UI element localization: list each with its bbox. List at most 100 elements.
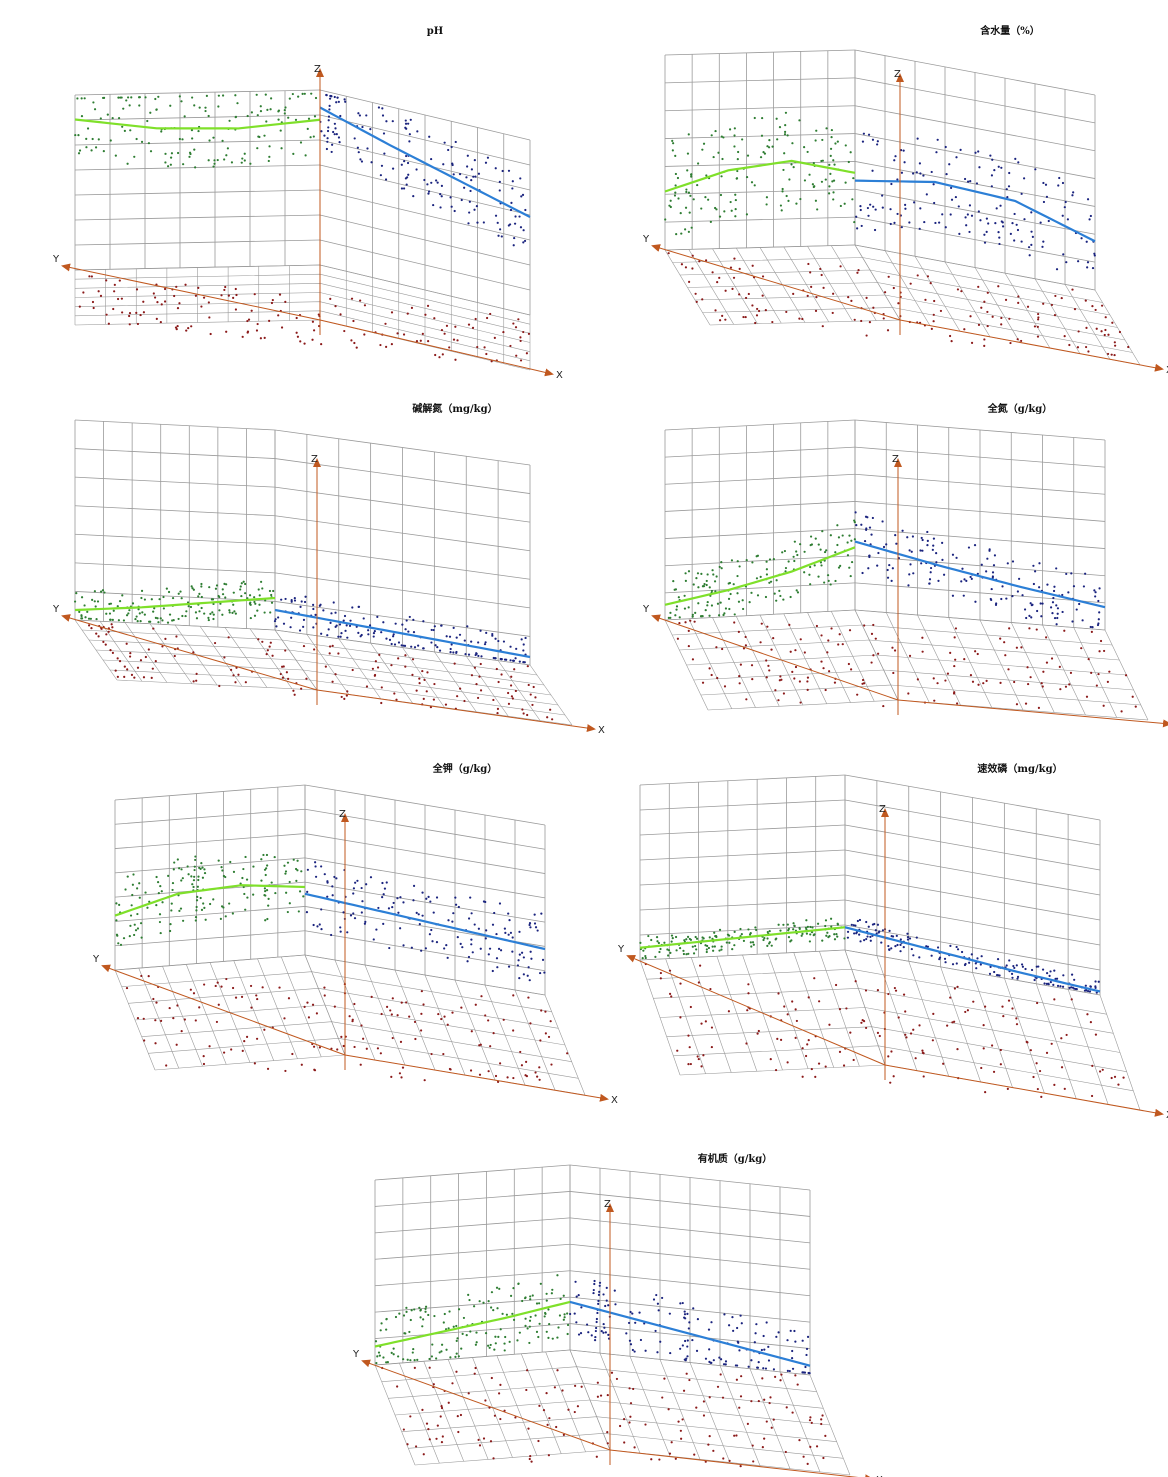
xy-point xyxy=(514,689,517,693)
xy-point xyxy=(806,294,809,297)
xy-point xyxy=(878,1034,881,1038)
xz-point xyxy=(305,910,309,914)
xy-point xyxy=(785,1406,788,1409)
yz-point xyxy=(674,191,677,194)
yz-point xyxy=(806,150,809,154)
yz-point xyxy=(809,535,813,538)
xz-point xyxy=(763,1348,766,1351)
xy-point xyxy=(421,1408,424,1411)
xz-point xyxy=(870,533,873,536)
xz-point xyxy=(422,647,425,650)
xz-point xyxy=(631,1312,634,1315)
yz-point xyxy=(192,588,195,591)
xz-point xyxy=(933,201,936,205)
xz-point xyxy=(968,204,972,207)
xz-point xyxy=(518,660,521,663)
yz-point xyxy=(759,156,763,159)
yz-point xyxy=(154,97,157,101)
yz-point xyxy=(723,612,726,615)
xz-point xyxy=(1052,596,1055,600)
xz-point xyxy=(962,594,965,597)
xz-point xyxy=(434,644,437,647)
yz-point xyxy=(134,617,137,621)
yz-point xyxy=(670,934,674,937)
yz-point xyxy=(424,1305,428,1308)
yz-point xyxy=(80,596,84,599)
xz-point xyxy=(1055,604,1058,607)
xy-point xyxy=(833,681,837,684)
xy-point xyxy=(376,666,380,669)
yz-point xyxy=(765,560,768,563)
yz-point xyxy=(111,116,114,120)
yz-point xyxy=(538,1302,541,1305)
xz-point xyxy=(692,1307,695,1310)
xy-point xyxy=(807,1039,810,1042)
xy-point xyxy=(202,296,206,299)
xz-point xyxy=(1049,981,1052,984)
xz-point xyxy=(1089,625,1092,629)
xz-point xyxy=(854,924,857,927)
xz-point xyxy=(415,168,418,171)
xy-point xyxy=(92,306,95,310)
z-axis-label: Z xyxy=(339,809,346,820)
yz-point xyxy=(733,127,736,130)
y-axis-label: Y xyxy=(617,944,625,955)
xz-point xyxy=(502,640,506,643)
xz-point xyxy=(326,880,329,883)
xy-point xyxy=(785,310,788,314)
xy-point xyxy=(271,654,274,657)
yz-point xyxy=(722,613,725,617)
yz-point xyxy=(284,870,288,873)
xz-point xyxy=(683,1310,686,1313)
xy-point xyxy=(350,297,354,300)
xy-point xyxy=(982,1024,985,1027)
yz-point xyxy=(783,549,787,553)
xy-point xyxy=(765,1420,768,1423)
yz-point xyxy=(187,605,190,608)
xy-point xyxy=(527,1427,530,1430)
yz-point xyxy=(765,196,769,199)
xy-point xyxy=(440,1405,443,1408)
yz-point xyxy=(701,148,704,151)
xz-point xyxy=(965,579,968,583)
xy-point xyxy=(1127,345,1130,349)
xz-point xyxy=(1056,612,1059,615)
xy-point xyxy=(445,324,449,327)
xz-point xyxy=(413,646,417,649)
yz-point xyxy=(430,1355,434,1358)
xz-point xyxy=(683,1358,686,1361)
xy-point xyxy=(340,695,343,699)
xy-point xyxy=(433,682,436,686)
xy-point xyxy=(415,339,419,343)
xy-point xyxy=(576,1405,580,1408)
yz-point xyxy=(133,155,136,158)
xz-point xyxy=(938,221,941,224)
xz-point xyxy=(482,221,485,224)
yz-point xyxy=(686,935,690,938)
xy-point xyxy=(192,992,196,995)
xz-point xyxy=(1077,260,1080,263)
xz-point xyxy=(508,919,511,922)
yz-point xyxy=(191,137,194,140)
xz-point xyxy=(443,947,446,950)
xy-point xyxy=(525,352,528,355)
xz-point xyxy=(654,1329,657,1333)
xy-point xyxy=(514,1416,517,1419)
xy-point xyxy=(966,1009,969,1012)
yz-point xyxy=(504,1335,507,1339)
yz-point xyxy=(830,925,833,928)
xy-point xyxy=(311,1003,315,1006)
xy-point xyxy=(548,1417,551,1420)
xy-point xyxy=(857,268,860,272)
yz-point xyxy=(180,868,183,871)
yz-point xyxy=(691,615,694,618)
xy-point xyxy=(203,983,206,986)
xz-point xyxy=(400,187,404,190)
yz-point xyxy=(89,617,92,620)
yz-point xyxy=(812,934,815,937)
yz-point xyxy=(240,594,243,598)
yz-point xyxy=(734,193,737,196)
xy-point xyxy=(470,1030,473,1033)
xz-point xyxy=(491,632,494,636)
yz-point xyxy=(837,536,841,539)
